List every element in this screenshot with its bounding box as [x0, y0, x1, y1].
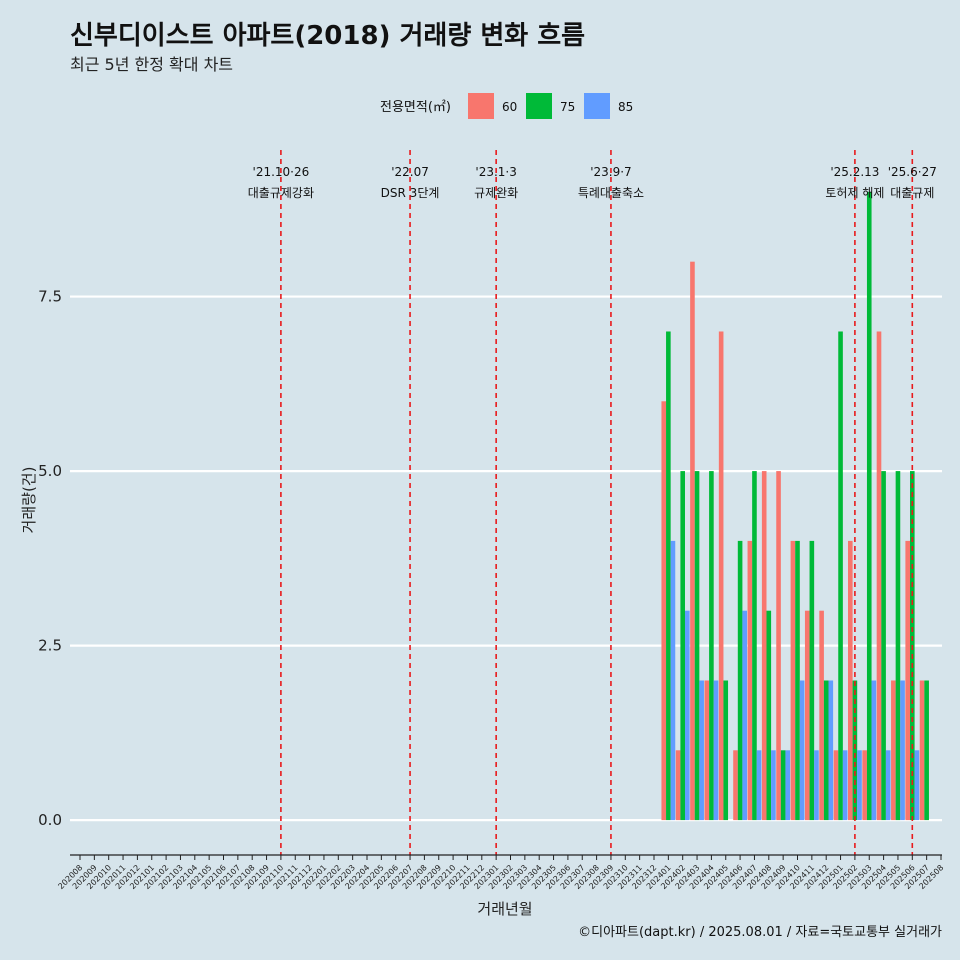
bar-202506-85: [914, 750, 920, 821]
bar-202502-85: [857, 750, 862, 821]
annotation-date: '21.10·26: [253, 165, 310, 179]
annotation-label: 대출규제강화: [248, 186, 314, 200]
bar-202412-85: [828, 680, 834, 821]
legend-label-60: 60: [502, 100, 517, 114]
bar-202408-60: [761, 471, 767, 821]
bar-202503-60: [862, 750, 867, 821]
bar-202412-60: [819, 610, 824, 821]
bar-202408-75: [766, 610, 772, 821]
bar-202409-85: [785, 750, 791, 821]
bar-202406-75: [737, 540, 743, 821]
y-tick-label: 7.5: [38, 288, 62, 306]
bar-202501-60: [833, 750, 839, 821]
bar-202401-75: [666, 331, 671, 821]
annotation-date: '25.6·27: [888, 165, 937, 179]
bar-202407-75: [752, 471, 757, 821]
annotation-label: 토허제 해제: [825, 186, 884, 200]
legend: 전용면적(㎡) 60 75 85: [380, 93, 633, 119]
bar-202505-60: [891, 680, 896, 821]
chart-subtitle: 최근 5년 한정 확대 차트: [70, 55, 233, 74]
annotation-date: '22.07: [391, 165, 429, 179]
bar-202405-60: [718, 331, 724, 821]
bar-202506-60: [905, 540, 910, 821]
y-axis-title: 거래량(건): [20, 467, 38, 534]
bar-202501-75: [838, 331, 843, 821]
bar-202404-85: [713, 680, 719, 821]
bar-202406-85: [742, 610, 747, 821]
bar-202403-85: [699, 680, 704, 821]
bar-202404-60: [704, 680, 710, 821]
bar-202411-75: [809, 540, 815, 821]
x-axis-title: 거래년월: [477, 900, 532, 918]
annotation-date: '23.1·3: [475, 165, 516, 179]
bar-202407-60: [747, 540, 753, 821]
y-tick-label: 2.5: [38, 637, 62, 655]
bar-202403-60: [690, 261, 695, 821]
bar-202402-60: [675, 750, 681, 821]
legend-label-75: 75: [560, 100, 575, 114]
bar-202507-60: [919, 680, 925, 821]
legend-label-85: 85: [618, 100, 633, 114]
bar-202409-60: [776, 471, 781, 821]
annotation-label: 규제완화: [474, 186, 518, 200]
bar-202503-85: [871, 680, 877, 821]
bar-202410-85: [799, 680, 805, 821]
bar-202402-85: [685, 610, 690, 821]
bar-202408-85: [771, 750, 776, 821]
bar-202404-75: [709, 471, 714, 821]
bar-202507-75: [924, 680, 929, 821]
bar-202409-75: [780, 750, 786, 821]
bar-202505-85: [900, 680, 905, 821]
bar-202410-75: [795, 540, 800, 821]
bar-202502-60: [848, 540, 853, 821]
y-tick-label: 5.0: [38, 462, 62, 480]
bar-202504-75: [881, 471, 886, 821]
bar-202411-60: [804, 610, 810, 821]
bar-202504-60: [876, 331, 882, 821]
annotation-label: 특례대출축소: [578, 186, 644, 200]
legend-swatch-85: [584, 93, 610, 119]
bar-202501-85: [842, 750, 848, 821]
bar-202402-75: [680, 471, 685, 821]
legend-swatch-60: [468, 93, 494, 119]
legend-title: 전용면적(㎡): [380, 100, 451, 115]
bar-202502-75: [852, 680, 858, 821]
bar-202504-85: [885, 750, 891, 821]
annotation-label: DSR 3단계: [381, 186, 440, 200]
bar-202412-75: [823, 680, 829, 821]
bar-202401-60: [661, 401, 667, 821]
caption: ©디아파트(dapt.kr) / 2025.08.01 / 자료=국토교통부 실…: [578, 925, 942, 940]
annotation-date: '25.2.13: [830, 165, 879, 179]
bar-202401-85: [670, 540, 676, 821]
annotation-date: '23.9·7: [590, 165, 631, 179]
bar-202411-85: [814, 750, 819, 821]
chart-title: 신부디이스트 아파트(2018) 거래량 변화 흐름: [70, 21, 585, 51]
bar-202503-75: [866, 191, 872, 821]
bar-202505-75: [895, 471, 901, 821]
bar-202403-75: [694, 471, 700, 821]
legend-swatch-75: [526, 93, 552, 119]
bar-202407-85: [756, 750, 762, 821]
annotation-label: 대출규제: [890, 186, 934, 200]
bar-202406-60: [733, 750, 738, 821]
y-tick-label: 0.0: [38, 811, 62, 829]
bar-202405-75: [723, 680, 729, 821]
bar-202410-60: [790, 540, 796, 821]
